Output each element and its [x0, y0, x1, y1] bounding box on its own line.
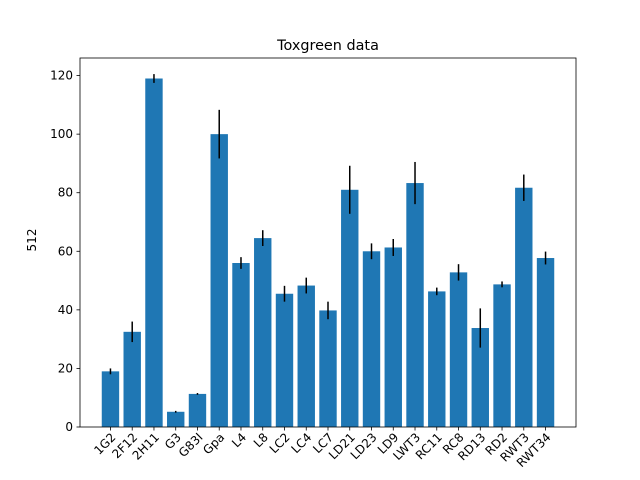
bar-ld21 [341, 189, 359, 427]
bar-rc8 [449, 272, 468, 427]
y-tick-label: 100 [50, 127, 73, 141]
bar-l8 [254, 238, 272, 427]
bar-l4 [232, 263, 250, 427]
bar-lc2 [275, 293, 294, 427]
y-tick-label: 60 [58, 244, 73, 258]
y-tick-label: 20 [58, 361, 73, 375]
bar-g3 [167, 411, 185, 427]
bar-rd2 [493, 284, 511, 427]
bar-rd13 [471, 328, 489, 427]
bar-2f12 [123, 331, 141, 427]
y-tick-label: 40 [58, 303, 73, 317]
error-bars-group [109, 74, 547, 413]
bar-rwt3 [515, 187, 533, 427]
bar-g83i [188, 393, 207, 427]
bar-ld23 [362, 251, 381, 427]
bar-lc7 [319, 310, 337, 427]
bar-1g2 [101, 371, 120, 427]
chart-title: Toxgreen data [276, 38, 379, 54]
y-tick-label: 0 [65, 420, 73, 434]
bar-rc11 [428, 291, 446, 427]
y-axis-label: 512 [25, 229, 39, 252]
plot-frame [79, 57, 577, 428]
y-tick-label: 120 [50, 69, 73, 83]
y-ticks-group: 0 20 40 60 80 100 120 [50, 69, 80, 434]
bar-ld9 [384, 247, 402, 427]
bar-2h11 [145, 78, 163, 427]
bar-rwt34 [536, 258, 555, 427]
bar-lwt3 [406, 183, 424, 427]
bars-group [101, 78, 555, 427]
bar-lc4 [297, 285, 315, 427]
y-tick-label: 80 [58, 186, 73, 200]
bar-gpa [210, 134, 228, 427]
